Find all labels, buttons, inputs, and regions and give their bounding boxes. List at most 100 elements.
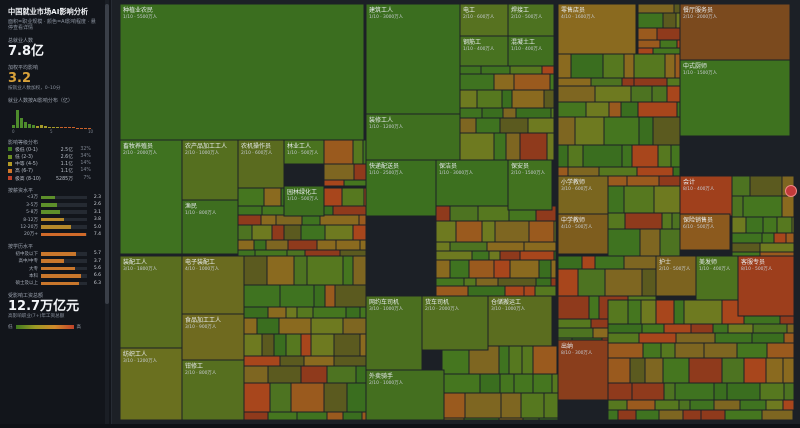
treemap-cell[interactable] xyxy=(280,356,304,366)
treemap-cell[interactable] xyxy=(632,145,658,167)
treemap-cell[interactable] xyxy=(732,243,760,252)
treemap-cell[interactable] xyxy=(324,180,344,186)
treemap-cell[interactable] xyxy=(654,186,680,213)
treemap-cell-named[interactable]: 护士2/10 · 500万人 xyxy=(656,256,696,296)
treemap-cell[interactable] xyxy=(460,108,482,118)
treemap-cell[interactable] xyxy=(360,240,366,250)
treemap-cell[interactable] xyxy=(727,383,760,400)
treemap-cell[interactable] xyxy=(360,307,366,318)
treemap-cell[interactable] xyxy=(624,256,656,269)
treemap-cell[interactable] xyxy=(636,410,659,420)
treemap-cell[interactable] xyxy=(353,225,366,240)
treemap-cell[interactable] xyxy=(634,54,665,78)
treemap-cell[interactable] xyxy=(353,140,363,164)
treemap-cell[interactable] xyxy=(436,221,456,242)
treemap-cell[interactable] xyxy=(732,252,760,256)
treemap-cell[interactable] xyxy=(638,28,657,40)
treemap-cell[interactable] xyxy=(476,278,498,286)
treemap-cell[interactable] xyxy=(655,400,679,410)
treemap-cell[interactable] xyxy=(663,13,676,28)
treemap-cell[interactable] xyxy=(642,324,664,333)
treemap-cell[interactable] xyxy=(482,108,503,118)
treemap-cell[interactable] xyxy=(722,358,744,383)
treemap-cell[interactable] xyxy=(667,86,680,102)
treemap-cell[interactable] xyxy=(509,346,522,374)
treemap-cell[interactable] xyxy=(558,54,571,78)
treemap-cell[interactable] xyxy=(621,102,638,117)
treemap-cell[interactable] xyxy=(450,242,487,251)
treemap-cell[interactable] xyxy=(662,213,672,229)
treemap-cell[interactable] xyxy=(762,410,793,420)
treemap-cell[interactable] xyxy=(627,400,655,410)
treemap-cell[interactable] xyxy=(760,252,794,256)
treemap-cell[interactable] xyxy=(520,251,554,260)
treemap-cell[interactable] xyxy=(792,217,794,233)
treemap-cell[interactable] xyxy=(514,74,550,90)
treemap-cell[interactable] xyxy=(658,145,671,167)
treemap-cell[interactable] xyxy=(314,285,325,307)
treemap-cell[interactable] xyxy=(583,145,622,167)
treemap-cell[interactable] xyxy=(639,333,676,343)
treemap-cell[interactable] xyxy=(675,343,704,358)
treemap-cell[interactable] xyxy=(523,418,539,420)
treemap-cell[interactable] xyxy=(442,418,464,420)
treemap-cell[interactable] xyxy=(343,318,366,334)
treemap-cell[interactable] xyxy=(252,225,272,240)
treemap-cell[interactable] xyxy=(294,256,307,285)
treemap-cell[interactable] xyxy=(558,117,575,145)
treemap-cell[interactable] xyxy=(291,383,324,412)
treemap-cell[interactable] xyxy=(676,13,680,28)
treemap-cell[interactable] xyxy=(327,366,356,383)
treemap-cell[interactable] xyxy=(533,346,557,374)
treemap-cell[interactable] xyxy=(436,278,464,286)
treemap-cell[interactable] xyxy=(238,188,264,206)
treemap-cell[interactable] xyxy=(642,269,656,296)
treemap-cell[interactable] xyxy=(744,358,766,383)
treemap-cell[interactable] xyxy=(714,400,740,410)
treemap-cell[interactable] xyxy=(586,102,609,117)
treemap-cell[interactable] xyxy=(672,213,680,229)
treemap-cell[interactable] xyxy=(494,260,510,278)
treemap-cell[interactable] xyxy=(725,410,762,420)
treemap-cell[interactable] xyxy=(639,117,653,145)
treemap-cell[interactable] xyxy=(482,221,495,242)
treemap-cell[interactable] xyxy=(643,343,661,358)
treemap-cell[interactable] xyxy=(628,300,641,324)
treemap-cell[interactable] xyxy=(522,346,533,374)
treemap-cell[interactable] xyxy=(558,319,591,328)
treemap-cell[interactable] xyxy=(356,366,366,383)
treemap-cell[interactable] xyxy=(324,383,347,412)
treemap-cell[interactable] xyxy=(436,251,472,260)
treemap-cell[interactable] xyxy=(533,374,552,393)
treemap-cell[interactable] xyxy=(784,383,794,400)
treemap-cell[interactable] xyxy=(464,418,499,420)
treemap-cell[interactable] xyxy=(608,333,639,343)
sidebar-scroll-thumb[interactable] xyxy=(105,4,109,304)
treemap-cell[interactable] xyxy=(503,108,516,118)
treemap-cell[interactable] xyxy=(499,418,523,420)
treemap-cell[interactable] xyxy=(460,133,494,160)
treemap-cell[interactable] xyxy=(674,4,680,13)
treemap-cell[interactable] xyxy=(599,167,637,176)
treemap-cell[interactable] xyxy=(558,256,582,269)
treemap-cell[interactable] xyxy=(272,225,284,240)
treemap-cell[interactable] xyxy=(554,251,556,260)
treemap-cell[interactable] xyxy=(595,256,624,269)
treemap-cell[interactable] xyxy=(558,269,578,296)
treemap-cell[interactable] xyxy=(690,400,714,410)
treemap-cell[interactable] xyxy=(551,260,556,278)
treemap-cell[interactable] xyxy=(342,188,364,206)
treemap-cell[interactable] xyxy=(521,393,544,418)
treemap-cell[interactable] xyxy=(605,269,642,296)
treemap-cell[interactable] xyxy=(436,206,450,221)
treemap-cell[interactable] xyxy=(544,90,554,108)
